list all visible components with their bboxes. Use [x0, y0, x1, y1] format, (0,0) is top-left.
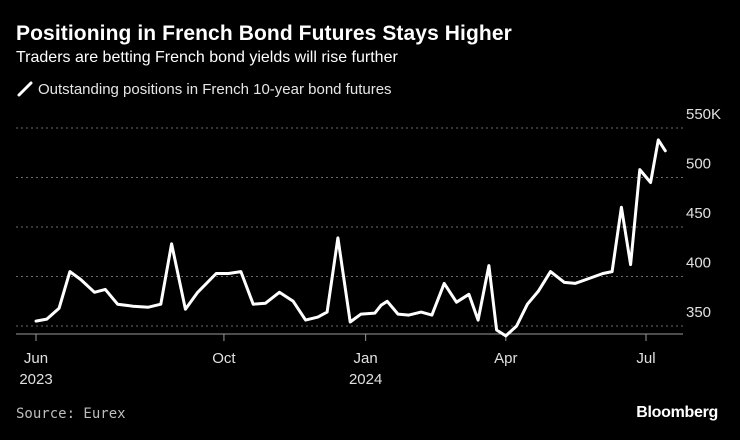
legend-line-icon [17, 81, 33, 97]
y-tick-label: 450 [686, 205, 711, 222]
legend-label: Outstanding positions in French 10-year … [38, 80, 392, 98]
y-tick-label: 500 [686, 156, 711, 173]
x-axis: Jun 2023 Oct Jan 2024 Apr Jul [19, 334, 656, 388]
x-tick-label: Jan [354, 350, 378, 367]
x-tick-year-label: 2024 [349, 371, 382, 388]
gridlines [16, 127, 683, 335]
source-note: Source: Eurex [16, 406, 126, 422]
series [34, 138, 667, 338]
x-tick-label: Jun [24, 350, 48, 367]
x-tick-year-label: 2023 [19, 371, 52, 388]
y-axis: 550K 500 450 400 350 [686, 106, 721, 321]
y-tick-label: 400 [686, 255, 711, 272]
chart-subtitle: Traders are betting French bond yields w… [16, 49, 398, 66]
x-tick-label: Apr [494, 350, 517, 367]
legend: Outstanding positions in French 10-year … [16, 80, 392, 98]
y-tick-label: 550K [686, 106, 721, 123]
x-tick-label: Oct [212, 350, 236, 367]
chart-title: Positioning in French Bond Futures Stays… [16, 22, 512, 45]
x-tick-label: Jul [636, 350, 655, 367]
series-line-0 [34, 138, 667, 338]
bloomberg-logo: Bloomberg [636, 404, 718, 421]
y-tick-label: 350 [686, 304, 711, 321]
